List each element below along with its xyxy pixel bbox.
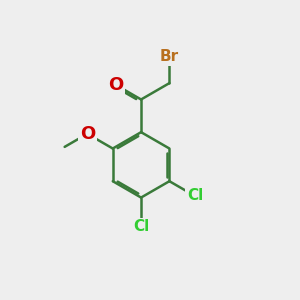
Text: O: O (108, 76, 123, 94)
Text: O: O (80, 125, 95, 143)
Text: Cl: Cl (133, 220, 149, 235)
Text: Cl: Cl (187, 188, 203, 203)
Text: Br: Br (160, 50, 179, 64)
